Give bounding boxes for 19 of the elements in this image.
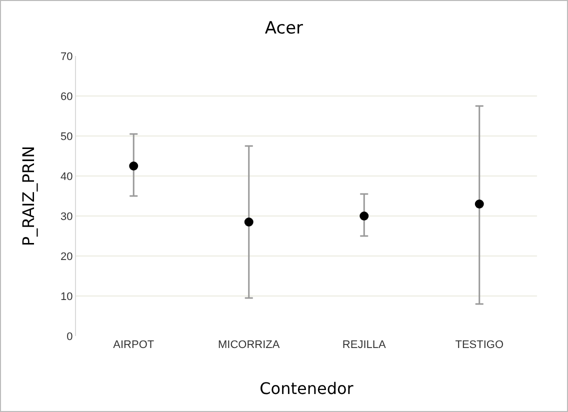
x-tick-label: AIRPOT	[113, 339, 154, 351]
y-tick-label: 0	[66, 330, 73, 343]
x-tick-label: REJILLA	[342, 339, 386, 351]
y-tick-label: 70	[60, 50, 73, 63]
y-tick-label: 50	[60, 130, 73, 143]
y-tick-label: 10	[60, 290, 73, 303]
point	[129, 162, 138, 170]
point	[474, 200, 484, 208]
y-tick-label: 20	[60, 250, 73, 263]
point	[244, 218, 254, 226]
y-tick-label: 30	[60, 210, 73, 223]
x-tick-label: MICORRIZA	[218, 339, 280, 351]
y-tick-label: 60	[60, 90, 73, 103]
point	[360, 212, 369, 220]
x-axis-title: Contenedor	[260, 379, 354, 398]
y-axis-title: P_RAIZ_PRIN	[19, 146, 38, 246]
y-tick-label: 40	[60, 170, 73, 183]
x-tick-label: TESTIGO	[455, 339, 504, 351]
chart-title: Acer	[264, 18, 304, 38]
